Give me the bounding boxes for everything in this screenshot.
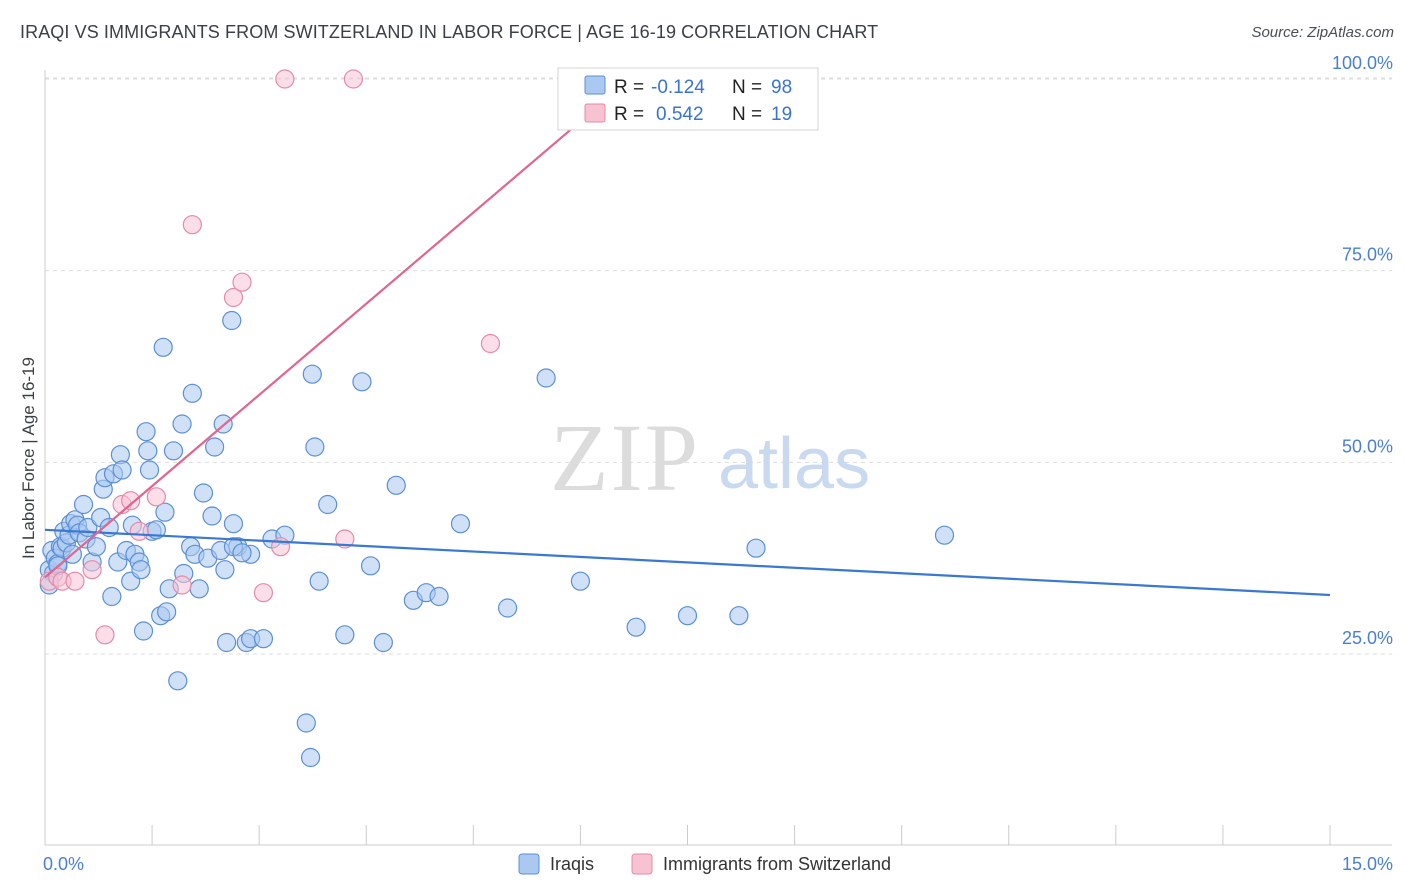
data-point-iraqis [73, 494, 94, 515]
data-point-iraqis [386, 475, 406, 495]
data-point-iraqis [309, 571, 329, 591]
data-point-iraqis [626, 617, 646, 637]
data-point-iraqis [296, 713, 316, 733]
legend-swatch-swiss [584, 103, 606, 123]
data-point-iraqis [217, 632, 237, 653]
data-point-iraqis [193, 483, 214, 503]
data-point-swiss [335, 529, 355, 549]
series-legend: Iraqis Immigrants from Switzerland [518, 853, 891, 875]
data-point-iraqis [133, 621, 154, 641]
data-point-iraqis [300, 747, 321, 768]
data-point-swiss [172, 575, 192, 595]
data-point-iraqis [163, 441, 184, 461]
watermark-atlas: atlas [718, 424, 870, 504]
trend-line-swiss [44, 124, 577, 579]
data-point-iraqis [429, 586, 449, 607]
legend-r-value-swiss: 0.542 [656, 104, 704, 125]
data-point-swiss [65, 571, 85, 591]
data-point-swiss [182, 215, 202, 235]
data-point-iraqis [232, 543, 252, 563]
watermark: ZIP atlas [550, 404, 870, 511]
data-point-iraqis [112, 460, 132, 480]
data-point-iraqis [222, 310, 242, 331]
series-legend-swatch-iraqis [518, 853, 540, 875]
data-point-iraqis [189, 579, 209, 599]
watermark-zip: ZIP [550, 404, 700, 511]
legend-r-value-iraqis: -0.124 [651, 77, 705, 98]
data-point-iraqis [136, 422, 156, 442]
y-tick-label: 25.0% [1342, 628, 1393, 648]
data-point-iraqis [215, 560, 235, 580]
data-point-iraqis [729, 606, 749, 626]
chart-source: Source: ZipAtlas.com [1251, 24, 1394, 41]
data-point-iraqis [677, 606, 698, 626]
data-point-iraqis [102, 586, 122, 607]
data-point-iraqis [352, 372, 372, 392]
data-point-swiss [82, 560, 102, 580]
series-legend-swatch-swiss [631, 853, 653, 875]
data-point-iraqis [450, 514, 471, 534]
data-point-iraqis [373, 632, 393, 653]
data-point-iraqis [139, 460, 160, 480]
data-point-iraqis [155, 502, 175, 522]
data-point-iraqis [172, 414, 192, 434]
axes [44, 70, 1392, 846]
data-point-iraqis [746, 538, 766, 558]
data-point-iraqis [202, 506, 222, 526]
y-tick-label: 75.0% [1342, 245, 1393, 265]
legend-n-label-iraqis: N = [732, 77, 762, 98]
data-point-swiss [146, 487, 166, 507]
data-point-iraqis [570, 571, 591, 591]
legend-n-value-swiss: 19 [771, 104, 792, 125]
data-point-iraqis [138, 441, 158, 461]
data-point-iraqis [157, 602, 177, 622]
correlation-legend: R = -0.124 N = 98 R = 0.542 N = 19 [557, 67, 819, 131]
data-point-iraqis [318, 494, 338, 515]
legend-n-value-iraqis: 98 [771, 77, 792, 98]
data-points [39, 69, 955, 768]
data-point-iraqis [253, 629, 274, 649]
trend-line-iraqis [44, 528, 1331, 597]
y-axis-label: In Labor Force | Age 16-19 [19, 357, 38, 559]
x-tick-label: 15.0% [1342, 854, 1393, 874]
data-point-swiss [223, 287, 244, 308]
grid-lines [45, 77, 1392, 655]
series-legend-label-iraqis: Iraqis [550, 854, 594, 874]
data-point-swiss [232, 272, 252, 292]
data-point-iraqis [302, 364, 322, 384]
data-point-iraqis [360, 556, 381, 576]
data-point-iraqis [934, 525, 955, 545]
legend-n-label-swiss: N = [732, 104, 762, 125]
data-point-swiss [253, 583, 274, 603]
data-point-swiss [480, 333, 501, 354]
data-point-iraqis [498, 598, 518, 618]
data-point-iraqis [86, 537, 107, 557]
data-point-iraqis [335, 625, 355, 645]
tick-labels: 25.0% 50.0% 75.0% 100.0% 0.0% 15.0% [43, 53, 1393, 874]
data-point-iraqis [205, 437, 225, 457]
data-point-iraqis [182, 383, 202, 403]
data-point-swiss [275, 69, 295, 89]
data-point-iraqis [305, 437, 325, 457]
data-point-iraqis [131, 560, 151, 580]
x-tick-label: 0.0% [43, 854, 84, 874]
data-point-swiss [129, 521, 149, 541]
series-legend-label-swiss: Immigrants from Switzerland [663, 854, 891, 874]
data-point-iraqis [223, 514, 244, 534]
y-tick-label: 100.0% [1332, 53, 1393, 73]
data-point-swiss [343, 69, 363, 89]
data-point-swiss [95, 625, 115, 645]
data-point-iraqis [153, 337, 173, 357]
legend-r-label-iraqis: R = [614, 77, 644, 98]
data-point-iraqis [168, 671, 188, 691]
data-point-swiss [121, 491, 141, 511]
legend-swatch-iraqis [584, 75, 606, 95]
chart-title: IRAQI VS IMMIGRANTS FROM SWITZERLAND IN … [20, 22, 879, 42]
y-tick-label: 50.0% [1342, 436, 1393, 456]
legend-r-label-swiss: R = [614, 104, 644, 125]
data-point-iraqis [536, 368, 556, 388]
